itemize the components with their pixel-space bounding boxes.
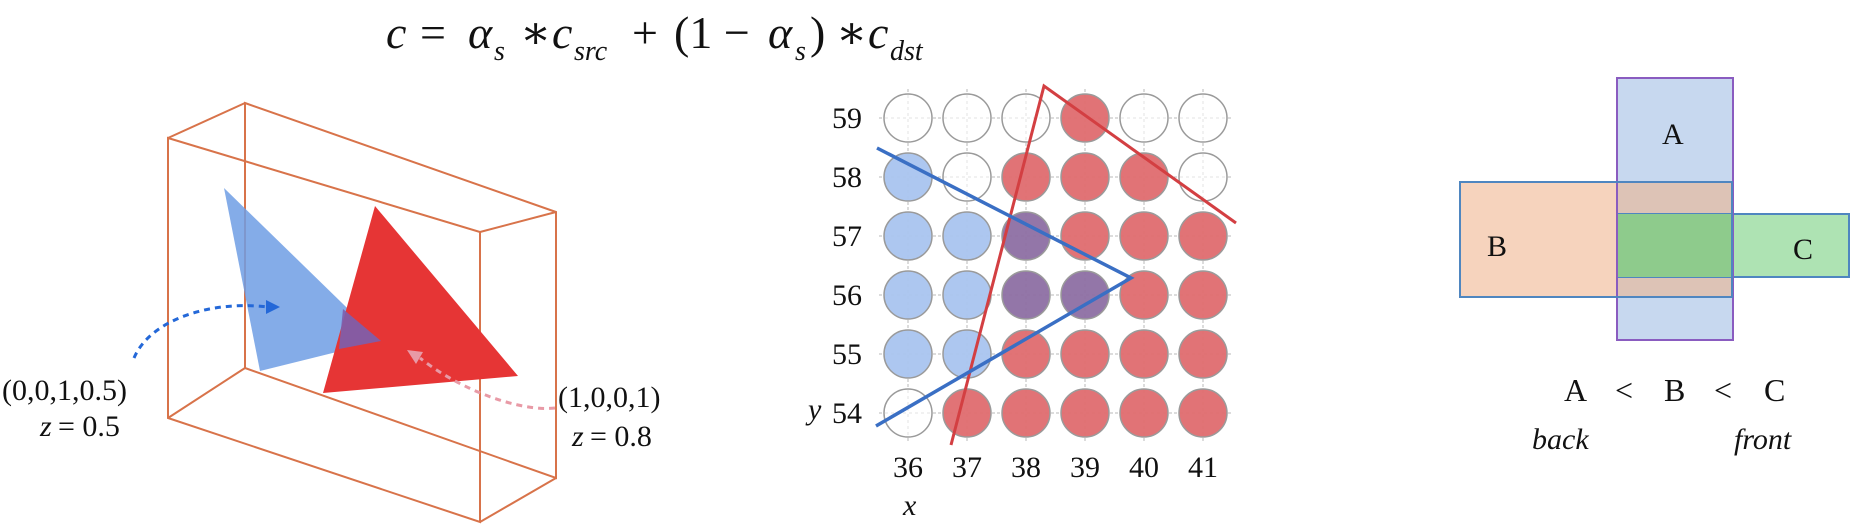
blue-triangle-edge xyxy=(875,146,1135,428)
alpha-blend-formula: c = α s ∗ c src + (1 − α s ) ∗ c dst xyxy=(386,7,924,67)
pixel-sample-white xyxy=(942,93,992,143)
grid-x-tick-label: 37 xyxy=(952,451,982,484)
red-triangle xyxy=(323,206,518,393)
red-triangle-edge xyxy=(949,83,1237,446)
pixel-sample-red xyxy=(942,388,992,438)
blue-z-variable: z xyxy=(39,410,52,443)
stacking-order-panel: A B C A < B < C back front xyxy=(1459,77,1850,456)
triangle-overlap xyxy=(339,309,381,349)
pixel-sample-red xyxy=(1119,388,1169,438)
pixel-sample-blue xyxy=(942,329,992,379)
pixel-grid-panel: 59 58 57 56 55 54 36 37 38 39 40 41 y x xyxy=(805,83,1237,522)
pixel-sample-red xyxy=(1001,388,1051,438)
formula-c: c xyxy=(386,7,406,58)
order-less-than-2: < xyxy=(1714,372,1732,408)
formula-c-src: c xyxy=(552,7,572,58)
red-arrow-head xyxy=(407,350,423,364)
pixel-sample-red xyxy=(1178,329,1228,379)
formula-alpha-subscript-2: s xyxy=(795,36,806,67)
pixel-sample-white xyxy=(1178,93,1228,143)
front-label: front xyxy=(1734,423,1792,456)
pixel-sample-red xyxy=(1119,211,1169,261)
formula-c-dst: c xyxy=(868,7,888,58)
blue-color-label: (0,0,1,0.5) xyxy=(2,374,127,407)
pixel-sample-white xyxy=(1001,93,1051,143)
grid-y-tick-label: 56 xyxy=(832,279,862,312)
formula-equals: = xyxy=(420,7,446,58)
rect-a-label: A xyxy=(1662,118,1684,151)
pixel-sample-red xyxy=(1060,329,1110,379)
pixel-sample-red xyxy=(1119,329,1169,379)
pixel-sample-red xyxy=(1178,270,1228,320)
rect-ac-overlap xyxy=(1617,214,1733,277)
depth-box-panel: (0,0,1,0.5) z = 0.5 (1,0,0,1) z = 0.8 xyxy=(2,101,660,524)
grid-x-tick-label: 39 xyxy=(1070,451,1100,484)
pixel-grid-tick-labels: 59 58 57 56 55 54 36 37 38 39 40 41 xyxy=(832,102,1218,484)
order-b: B xyxy=(1664,372,1685,408)
pixel-sample-red xyxy=(1119,152,1169,202)
formula-alpha-subscript: s xyxy=(494,36,505,67)
formula-times-2: ∗ xyxy=(836,7,867,58)
pixel-sample-purple xyxy=(1060,270,1110,320)
pixel-sample-blue xyxy=(883,329,933,379)
pixel-sample-red xyxy=(1178,211,1228,261)
pixel-sample-blue xyxy=(883,270,933,320)
formula-one-minus: (1 − xyxy=(674,7,750,58)
formula-alpha: α xyxy=(468,7,493,58)
grid-x-axis-label: x xyxy=(902,489,917,522)
formula-src-subscript: src xyxy=(574,36,608,67)
blue-arrow xyxy=(132,304,269,359)
rect-b-outline xyxy=(1459,181,1733,298)
pixel-sample-red xyxy=(1178,388,1228,438)
back-label: back xyxy=(1532,423,1589,456)
order-a: A xyxy=(1564,372,1587,408)
grid-y-tick-label: 54 xyxy=(832,397,862,430)
pixel-sample-purple xyxy=(1001,270,1051,320)
blue-z-value: = 0.5 xyxy=(58,410,120,443)
red-z-variable: z xyxy=(571,420,584,453)
rect-c-label: C xyxy=(1793,233,1813,266)
grid-y-tick-label: 59 xyxy=(832,102,862,135)
pixel-sample-blue xyxy=(942,270,992,320)
grid-y-tick-label: 57 xyxy=(832,220,862,253)
grid-y-tick-label: 55 xyxy=(832,338,862,371)
pixel-sample-white xyxy=(1178,152,1228,202)
red-arrow xyxy=(419,356,556,410)
formula-times: ∗ xyxy=(520,7,551,58)
grid-y-tick-label: 58 xyxy=(832,161,862,194)
formula-plus: + xyxy=(632,7,658,58)
pixel-sample-red xyxy=(1060,152,1110,202)
pixel-grid-cells xyxy=(879,89,1232,442)
pixel-sample-white xyxy=(883,93,933,143)
pixel-sample-blue xyxy=(883,211,933,261)
order-less-than-1: < xyxy=(1615,372,1633,408)
pixel-sample-blue xyxy=(883,152,933,202)
grid-x-tick-label: 36 xyxy=(893,451,923,484)
pixel-sample-blue xyxy=(942,211,992,261)
pixel-sample-white xyxy=(1119,93,1169,143)
formula-close-paren: ) xyxy=(810,7,825,58)
order-c: C xyxy=(1764,372,1785,408)
grid-x-tick-label: 40 xyxy=(1129,451,1159,484)
formula-dst-subscript: dst xyxy=(890,36,924,67)
grid-x-tick-label: 38 xyxy=(1011,451,1041,484)
rect-b-label: B xyxy=(1487,230,1507,263)
grid-y-axis-label: y xyxy=(805,393,822,426)
red-color-label: (1,0,0,1) xyxy=(558,381,660,414)
formula-alpha-2: α xyxy=(768,7,793,58)
blue-arrow-head xyxy=(266,300,280,314)
pixel-sample-red xyxy=(1060,388,1110,438)
grid-x-tick-label: 41 xyxy=(1188,451,1218,484)
pixel-sample-red xyxy=(1119,270,1169,320)
red-z-value: = 0.8 xyxy=(590,420,652,453)
pixel-sample-red xyxy=(1060,93,1110,143)
